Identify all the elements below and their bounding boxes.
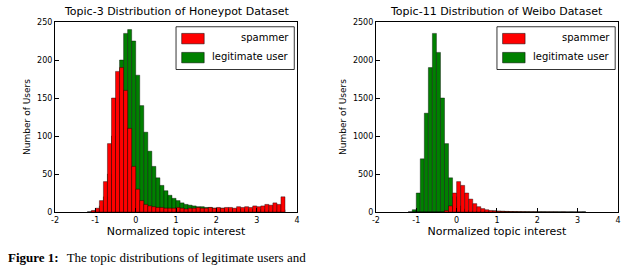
svg-text:50: 50 — [42, 170, 52, 179]
svg-text:0: 0 — [454, 216, 459, 225]
svg-text:Number of Users: Number of Users — [22, 79, 32, 155]
svg-text:4: 4 — [615, 216, 620, 225]
svg-text:150: 150 — [37, 94, 52, 103]
svg-text:2500: 2500 — [353, 18, 373, 27]
html-text:The topic distributions of leg: The topic distributions of legitimate us… — [66, 250, 306, 265]
svg-text:Topic-3 Distribution of Honeyp: Topic-3 Distribution of Honeypot Dataset — [64, 5, 289, 18]
svg-text:500: 500 — [358, 170, 373, 179]
svg-text:-1: -1 — [91, 216, 99, 225]
svg-text:2000: 2000 — [353, 56, 373, 65]
svg-text:2: 2 — [535, 216, 540, 225]
svg-text:1000: 1000 — [353, 132, 373, 141]
svg-text:0: 0 — [368, 208, 373, 217]
svg-text:spammer: spammer — [562, 32, 610, 43]
svg-text:3: 3 — [575, 216, 580, 225]
svg-text:legitimate user: legitimate user — [212, 51, 289, 62]
svg-text:100: 100 — [37, 132, 52, 141]
svg-text:-2: -2 — [372, 216, 380, 225]
svg-text:0: 0 — [133, 216, 138, 225]
svg-text:Normalized topic interest: Normalized topic interest — [428, 225, 567, 238]
svg-text:Number of Users: Number of Users — [338, 79, 348, 155]
svg-text:-1: -1 — [412, 216, 420, 225]
svg-text:1500: 1500 — [353, 94, 373, 103]
svg-text:legitimate user: legitimate user — [533, 51, 610, 62]
svg-text:0: 0 — [47, 208, 52, 217]
svg-text:-2: -2 — [51, 216, 59, 225]
svg-text:1: 1 — [494, 216, 499, 225]
svg-text:3: 3 — [254, 216, 259, 225]
svg-text:1: 1 — [174, 216, 179, 225]
svg-text:200: 200 — [37, 56, 52, 65]
svg-text:250: 250 — [37, 18, 52, 27]
svg-text:Normalized topic interest: Normalized topic interest — [107, 225, 246, 238]
svg-text:4: 4 — [295, 216, 300, 225]
svg-text:spammer: spammer — [241, 32, 289, 43]
svg-text:2: 2 — [214, 216, 219, 225]
html-text:Figure 1:: Figure 1: — [8, 250, 59, 265]
svg-text:Topic-11 Distribution of Weibo: Topic-11 Distribution of Weibo Dataset — [390, 5, 603, 18]
